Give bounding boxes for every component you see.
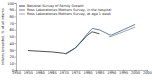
x-tick-label: 1995 [119,71,128,75]
x-axis: 1950195519601965197019751980198519901995… [12,70,152,75]
series-line [109,27,135,36]
y-tick-label: 70 [9,22,14,26]
x-tick: 1990 [107,70,117,75]
x-tick-label: 1960 [36,71,46,75]
y-axis-title: Infants breastfed, % of all infants [1,8,5,65]
y-tick-label: 50 [9,35,14,39]
y-tick-label: 60 [9,28,14,32]
x-tick: 1970 [60,70,70,75]
y-tick-mark [15,37,17,38]
x-tick: 1975 [71,70,80,75]
y-tick-mark [15,23,17,24]
x-tick-label: 2005 [143,71,152,75]
y-tick-label: 10 [9,62,14,66]
y-tick-mark [15,16,17,17]
chart: 1950195519601965197019751980198519901995… [0,0,152,80]
y-tick-mark [15,70,17,71]
legend: National Survey of Family GrowthRoss Lab… [19,4,111,16]
y-tick-label: 0 [12,69,15,73]
x-tick-label: 2000 [131,71,141,75]
plot-area [28,24,135,53]
x-tick: 2000 [131,70,141,75]
x-tick: 1965 [48,70,57,75]
series-line [28,32,99,54]
x-tick: 1985 [95,70,104,75]
legend-swatch [19,6,25,7]
y-axis: 0 10 20 30 40 50 60 70 80 90 100 [7,2,16,73]
y-tick-label: 100 [7,2,15,6]
x-tick: 2005 [143,70,152,75]
y-tick-label: 30 [9,49,14,53]
x-tick-label: 1990 [107,71,117,75]
x-tick: 1955 [24,70,33,75]
y-tick: 80 [9,15,16,19]
y-tick: 10 [9,62,16,66]
series-line [66,24,135,53]
y-tick-mark [15,3,17,4]
x-tick: 1995 [119,70,128,75]
y-tick: 70 [9,22,16,26]
y-tick-mark [15,30,17,31]
y-tick: 60 [9,28,16,32]
x-tick-label: 1970 [60,71,70,75]
y-tick-mark [15,10,17,11]
y-tick: 90 [9,8,16,12]
legend-swatch [19,10,25,11]
y-tick: 100 [7,2,16,6]
y-tick-label: 40 [9,42,14,46]
y-tick: 0 [12,69,16,73]
x-tick-label: 1975 [71,71,80,75]
y-tick-mark [15,43,17,44]
y-tick: 20 [9,55,16,59]
x-tick: 1960 [36,70,46,75]
y-axis-line [15,4,17,71]
x-tick-label: 1985 [95,71,104,75]
x-tick-label: 1980 [83,71,93,75]
y-tick-mark [15,63,17,64]
y-tick: 50 [9,35,16,39]
legend-swatch [19,14,25,15]
y-tick: 30 [9,49,16,53]
y-tick-mark [15,50,17,51]
y-tick: 40 [9,42,16,46]
y-tick-label: 80 [9,15,14,19]
x-tick-label: 1965 [48,71,57,75]
legend-label: Ross Laboratories Mothers Survey, at age… [27,12,111,16]
y-tick-label: 20 [9,55,14,59]
x-tick-label: 1955 [24,71,33,75]
x-tick: 1980 [83,70,93,75]
y-tick-mark [15,57,17,58]
y-tick-label: 90 [9,8,14,12]
